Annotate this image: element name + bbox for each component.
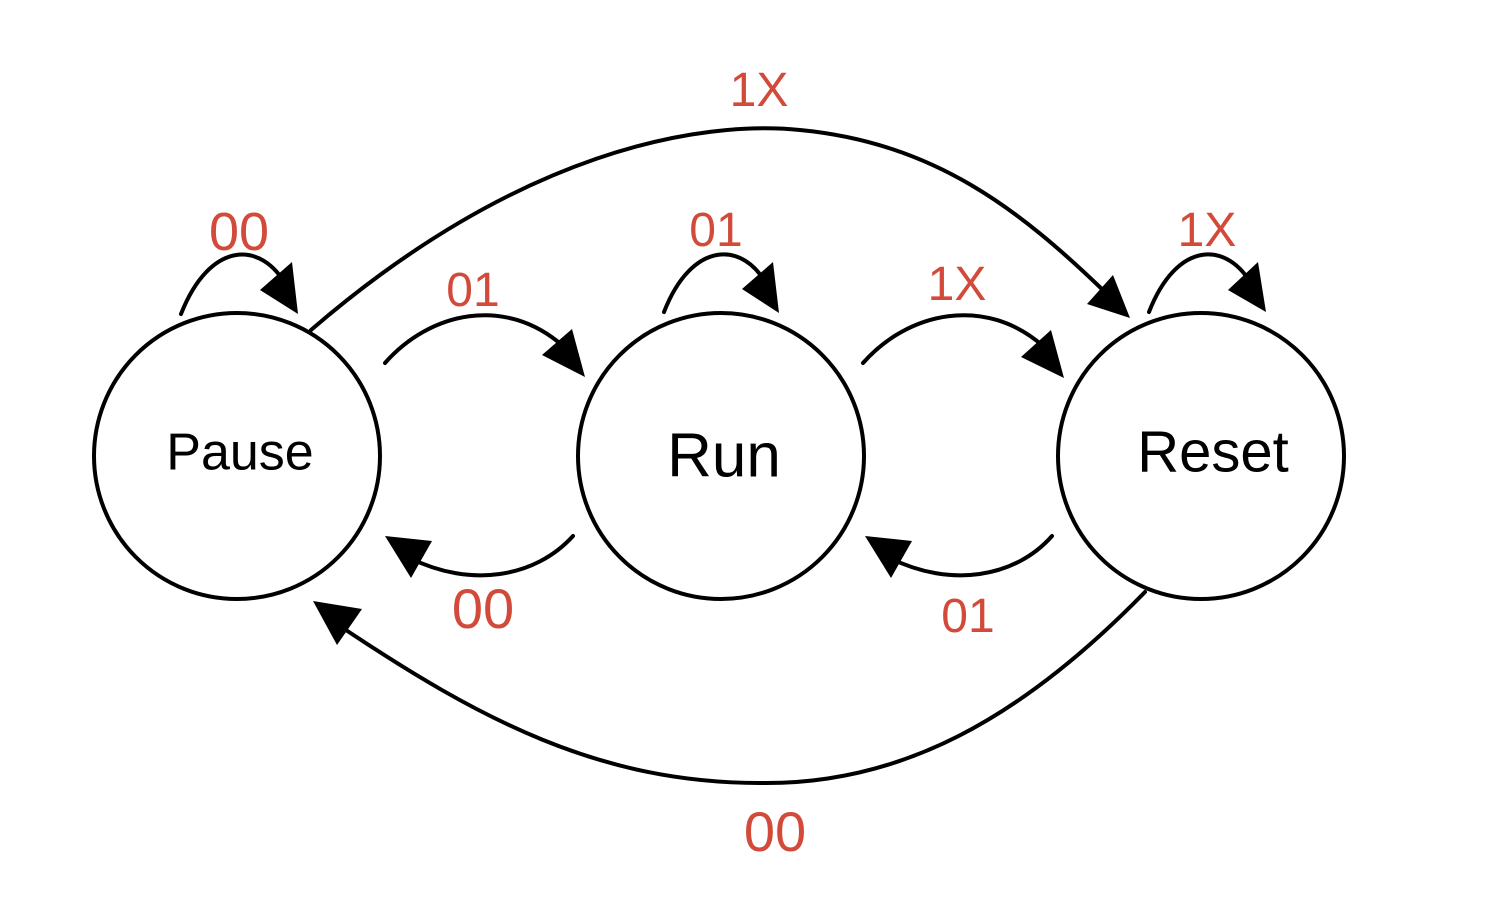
state-pause: Pause [92, 311, 382, 601]
arrowhead-run-to-pause [385, 536, 432, 578]
arrowhead-pause-to-reset [1087, 275, 1130, 318]
arrowhead-pause-to-run [542, 329, 585, 377]
edge-pause-to-reset [309, 126, 1107, 332]
state-reset-label: Reset [1137, 419, 1289, 484]
arrowhead-reset-self [1228, 262, 1266, 312]
edge-reset-self [1147, 252, 1255, 314]
label-reset-to-pause: 00 [744, 800, 806, 863]
edge-reset-to-run [888, 534, 1054, 578]
label-pause-to-run: 01 [446, 264, 499, 317]
arrowhead-pause-self [260, 262, 298, 314]
state-pause-circle [92, 311, 382, 601]
label-run-to-pause: 00 [452, 577, 514, 640]
edge-pause-to-run [383, 313, 565, 365]
arrowhead-run-to-reset [1021, 330, 1064, 378]
label-reset-self: 1X [1178, 204, 1237, 257]
label-pause-self: 00 [209, 202, 269, 262]
state-reset: Reset [1056, 311, 1346, 601]
state-reset-circle [1056, 311, 1346, 601]
label-reset-to-run: 01 [941, 590, 994, 643]
arrowhead-run-self [742, 262, 779, 313]
arrowhead-reset-to-pause [313, 601, 362, 645]
edge-run-to-pause [408, 534, 575, 578]
label-pause-to-reset: 1X [730, 64, 789, 117]
edge-reset-to-pause [338, 590, 1147, 786]
edge-run-to-reset [861, 313, 1045, 365]
label-run-self: 01 [689, 204, 742, 257]
arrowhead-reset-to-run [865, 536, 912, 578]
state-run-circle [576, 311, 866, 601]
edge-pause-self [179, 252, 289, 316]
edge-run-self [662, 252, 770, 314]
state-pause-label: Pause [166, 424, 313, 482]
state-run: Run [576, 311, 866, 601]
state-run-label: Run [667, 421, 781, 490]
label-run-to-reset: 1X [928, 258, 987, 311]
